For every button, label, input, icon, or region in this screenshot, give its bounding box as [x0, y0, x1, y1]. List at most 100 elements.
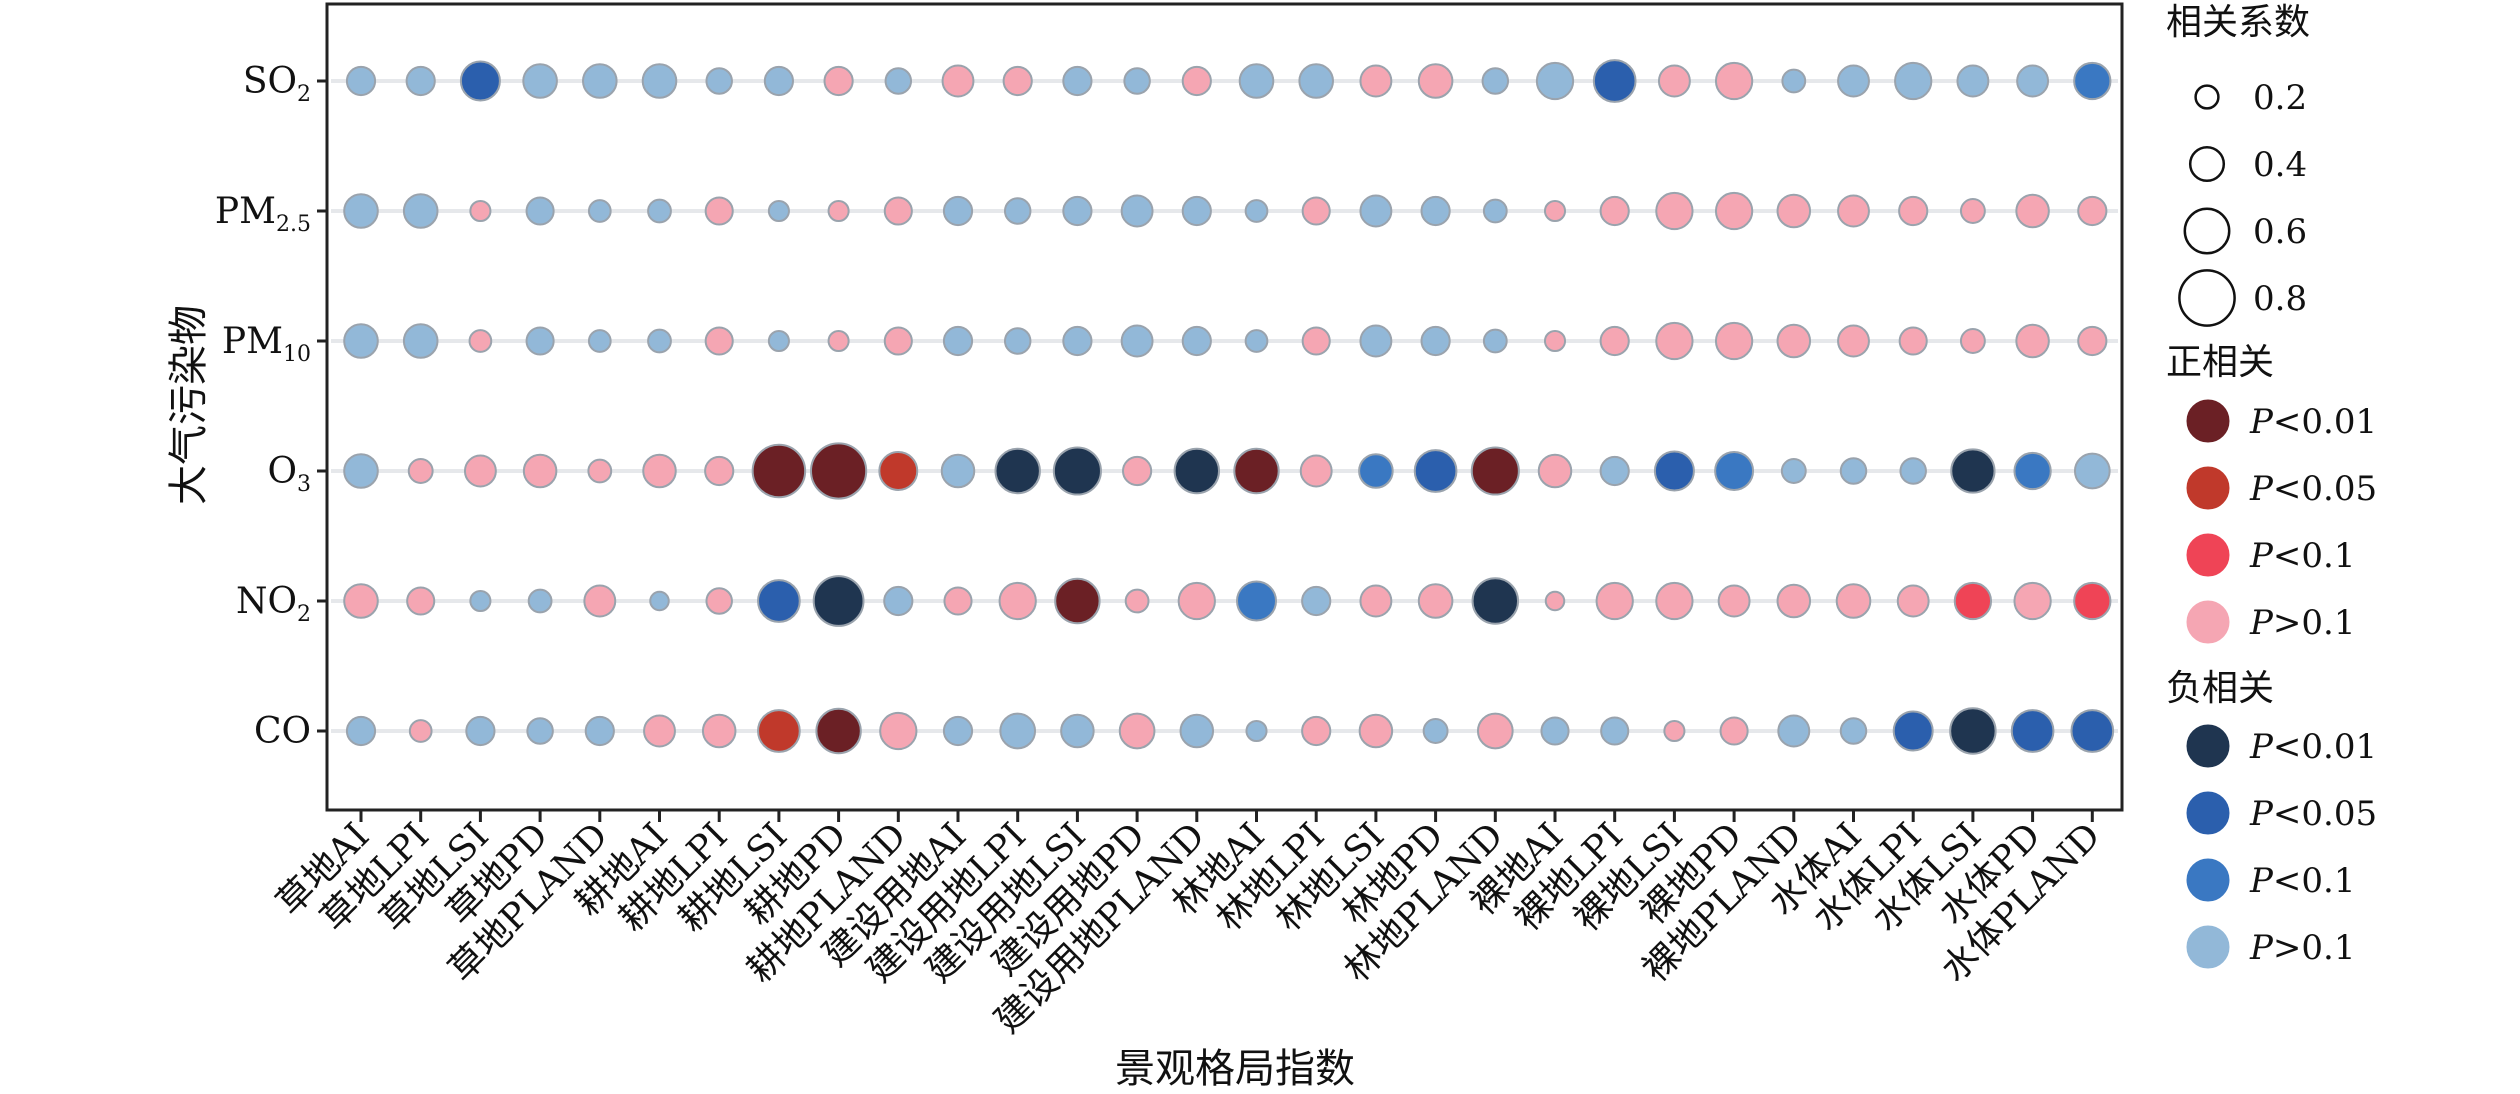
bubble-point: SO2 / 水体LSI: -0.35	[1956, 64, 1990, 98]
bubble-point: SO2 / 建设用地AI: 0.35	[941, 64, 975, 98]
bubble-point: PM10 / 耕地AI: -0.2	[647, 328, 672, 354]
bubble-point: CO / 建设用地PLAND: -0.38	[1179, 713, 1215, 749]
bubble-point: O3 / 耕地LSI: 0.75	[751, 443, 807, 499]
legend-size-title: 相关系数	[2166, 2, 2310, 43]
bubble-point: SO2 / 林地PLAND: -0.25	[1481, 67, 1510, 95]
bubble-point: O3 / 草地LPI: 0.22	[407, 458, 434, 484]
bubble-point: CO / 水体AI: -0.25	[1839, 717, 1868, 745]
bubble-point: O3 / 水体PLAND: -0.42	[2073, 452, 2111, 490]
bubble-point: NO2 / 建设用地LPI: 0.45	[998, 581, 1037, 621]
bubble-point: CO / 水体LPI: -0.5	[1892, 710, 1934, 752]
bubble-point: SO2 / 建设用地LPI: 0.3	[1002, 65, 1033, 97]
legend-sig-label: P<0.05	[2249, 794, 2377, 834]
bubble-point: PM10 / 裸地LPI: 0.3	[1599, 325, 1630, 357]
bubble-point: CO / 草地PD: -0.25	[526, 717, 554, 745]
bubble-point: SO2 / 建设用地PD: -0.25	[1123, 67, 1151, 95]
legend-swatch	[2186, 600, 2230, 644]
bubble-point: PM10 / 林地PLAND: -0.2	[1482, 328, 1508, 354]
bubble-point: NO2 / 裸地PD: 0.35	[1717, 584, 1751, 618]
bubble-point: SO2 / 水体AI: -0.35	[1837, 64, 1870, 98]
bubble-point: NO2 / 水体PLAND: 0.45	[2073, 581, 2112, 621]
bubble-point: PM10 / 草地LPI: -0.4	[402, 323, 439, 359]
y-tick-label: PM10	[222, 321, 311, 367]
bubble-point: PM10 / 水体LSI: 0.22	[1959, 328, 1986, 354]
bubble-point: CO / 裸地LPI: -0.28	[1600, 716, 1630, 746]
bubble-point: PM2.5 / 裸地AI: 0.15	[1543, 199, 1567, 223]
legend-size-label: 0.2	[2253, 78, 2307, 118]
bubble-point: NO2 / 耕地LSI: -0.55	[757, 579, 801, 623]
bubble-point: PM10 / 林地PD: -0.3	[1420, 325, 1451, 357]
bubble-point: O3 / 林地AI: 0.6	[1233, 447, 1280, 495]
bubble-point: CO / 建设用地LSI: -0.38	[1060, 713, 1095, 749]
bubble-point: O3 / 林地PLAND: 0.65	[1470, 446, 1520, 496]
legend-positive-entries: P<0.01 P<0.05 P<0.1 P>0.1	[2186, 399, 2377, 644]
bubble-point: CO / 草地AI: -0.3	[345, 715, 377, 747]
bubble-point: O3 / 耕地PD: 0.8	[810, 442, 868, 500]
bubble-point: PM2.5 / 裸地LSI: 0.45	[1655, 191, 1694, 231]
bubble-point: O3 / 建设用地PLAND: -0.6	[1173, 447, 1221, 495]
bubble-point: O3 / 建设用地LSI: -0.65	[1052, 446, 1102, 496]
legend: 相关系数 0.20.40.60.8 正相关 P<0.01P<0.05P<0.1P…	[2166, 2, 2377, 969]
bubble-point: NO2 / 裸地LPI: 0.45	[1595, 581, 1634, 621]
y-tick-label: SO2	[243, 61, 311, 107]
bubble-point: NO2 / 林地PLAND: -0.62	[1471, 577, 1520, 625]
bubble-point: O3 / 水体AI: -0.25	[1839, 457, 1868, 485]
bubble-point: O3 / 水体LPI: -0.25	[1899, 457, 1927, 485]
legend-size-circle	[2183, 207, 2231, 255]
bubble-point: SO2 / 水体PLAND: -0.45	[2073, 61, 2112, 101]
legend-sig-label: P<0.05	[2249, 469, 2377, 509]
bubble-point: NO2 / 耕地PLAND: -0.3	[883, 585, 914, 617]
bubble-point: PM2.5 / 裸地PLAND: 0.38	[1776, 193, 1812, 229]
bubble-point: NO2 / 林地LSI: 0.35	[1359, 584, 1393, 618]
bubble-point: PM10 / 裸地PD: 0.45	[1714, 321, 1754, 361]
legend-negative-title: 负相关	[2166, 668, 2274, 709]
bubble-point: SO2 / 林地PD: 0.4	[1417, 63, 1454, 99]
bubble-point: NO2 / 水体LSI: 0.45	[1953, 581, 1993, 621]
legend-swatch	[2186, 533, 2230, 577]
bubble-point: PM2.5 / 建设用地AI: -0.3	[942, 195, 974, 227]
bubble-point: SO2 / 草地LSI: -0.5	[459, 60, 501, 102]
bubble-point: PM10 / 耕地PLAND: 0.28	[883, 326, 913, 356]
bubble-point: O3 / 耕地PLAND: 0.48	[878, 451, 919, 491]
bubble-point: PM10 / 草地LSI: 0.18	[468, 329, 493, 353]
bubble-point: PM2.5 / 水体LPI: 0.3	[1898, 195, 1929, 227]
bubble-point: SO2 / 建设用地LSI: -0.3	[1062, 65, 1093, 97]
plot-area: SO2 / 草地AI: -0.3 SO2 / 草地LPI: -0.3 SO2 / 草…	[215, 2, 2124, 1041]
bubble-point: SO2 / 裸地LPI: -0.55	[1592, 59, 1637, 103]
bubble-point: PM2.5 / 耕地LSI: -0.15	[767, 199, 790, 223]
bubble-point: O3 / 耕地LPI: 0.3	[704, 455, 735, 487]
bubble-point: PM2.5 / 林地PD: -0.3	[1420, 195, 1451, 227]
bubble-point: CO / 建设用地PD: 0.42	[1118, 712, 1156, 750]
bubble-point: NO2 / 水体AI: 0.4	[1835, 583, 1872, 619]
bubble-point: CO / 耕地LSI: 0.55	[757, 709, 801, 753]
bubble-point: PM2.5 / 耕地LPI: 0.28	[704, 196, 734, 226]
bubble-point: NO2 / 建设用地PD: 0.2	[1124, 588, 1150, 614]
bubble-point: O3 / 水体LSI: -0.58	[1950, 448, 1996, 494]
bubble-point: NO2 / 草地LPI: 0.28	[406, 586, 436, 616]
bubble-point: CO / 林地PLAND: 0.42	[1476, 712, 1514, 750]
bubble-point: O3 / 草地PLAND: 0.2	[587, 458, 613, 484]
bubble-point: CO / 林地LPI: 0.3	[1301, 715, 1332, 747]
bubble-point: O3 / 建设用地AI: -0.38	[940, 453, 976, 489]
bubble-point: NO2 / 裸地AI: 0.12	[1544, 590, 1566, 612]
bubble-point: NO2 / 水体PD: 0.45	[2013, 581, 2052, 621]
bubble-point: NO2 / 草地PLAND: 0.35	[583, 584, 617, 618]
bubble-point: SO2 / 林地LPI: -0.4	[1298, 63, 1334, 99]
bubble-point: PM2.5 / 水体PD: 0.38	[2015, 193, 2050, 229]
bubble-point: CO / 林地LSI: 0.38	[1358, 713, 1394, 749]
bubble-point: PM10 / 水体LPI: 0.28	[1898, 326, 1928, 356]
bubble-point: SO2 / 裸地LSI: 0.35	[1657, 64, 1691, 98]
legend-swatch	[2186, 399, 2230, 443]
legend-size-circle	[2188, 145, 2226, 183]
bubble-point: O3 / 林地PD: -0.55	[1413, 449, 1458, 493]
bubble-point: CO / 林地AI: -0.15	[1245, 719, 1268, 743]
bubble-point: CO / 草地LSI: -0.3	[465, 715, 496, 747]
bubble-point: SO2 / 建设用地PLAND: 0.3	[1181, 65, 1212, 97]
bubble-point: SO2 / 裸地PD: 0.45	[1714, 61, 1754, 101]
bubble-point: SO2 / 耕地LSI: -0.3	[763, 65, 795, 97]
bubble-point: O3 / 裸地PD: -0.48	[1714, 451, 1755, 491]
legend-swatch	[2186, 925, 2230, 969]
bubble-point: NO2 / 水体LPI: 0.35	[1896, 584, 1930, 618]
bubble-point: PM2.5 / 建设用地PLAND: -0.3	[1181, 195, 1212, 227]
bubble-point: CO / 草地LPI: 0.18	[408, 719, 433, 743]
